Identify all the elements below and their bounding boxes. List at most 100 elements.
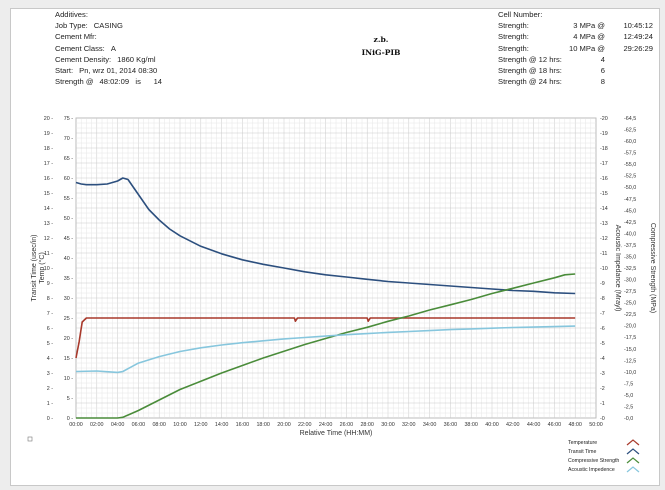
header-field-label: Start: [55, 65, 74, 75]
acoustic-impedance-tick-label: -27,5 [624, 289, 636, 295]
report-title-block: z.b. INiG-PIB [311, 33, 451, 59]
transit-time-tick-label: 5 - [47, 341, 53, 347]
acoustic-impedance-tick-label: -50,0 [624, 185, 636, 191]
header-right-row: Strength @ 18 hrs: 6 [498, 65, 653, 76]
x-tick-label: 38:00 [464, 422, 478, 428]
transit-time-axis-title: Transit Time (usec/in) [31, 234, 38, 301]
transit-time-tick-label: 4 - [47, 356, 53, 362]
header-field-value: Pn, wrz 01, 2014 08:30 [79, 65, 158, 75]
header-field-label: Strength: [498, 21, 529, 31]
x-tick-label: 28:00 [360, 422, 374, 428]
header-field-value: A [110, 43, 116, 53]
header-field-value: 10 MPa @ [569, 43, 605, 53]
compressive-strength-tick-label: -14 [600, 206, 608, 212]
acoustic-impedance-tick-label: -42,5 [624, 220, 636, 226]
x-tick-label: 36:00 [444, 422, 458, 428]
acoustic-impedance-tick-label: -55,0 [624, 162, 636, 168]
acoustic-impedance-tick-label: -15,0 [624, 347, 636, 353]
x-tick-label: 14:00 [215, 422, 229, 428]
header-right-row: Strength: 4 MPa @ 12:49:24 [498, 31, 653, 42]
temp-tick-label: 70 - [64, 136, 73, 142]
compressive-strength-tick-label: -10 [600, 266, 608, 272]
x-tick-label: 18:00 [256, 422, 270, 428]
transit-time-tick-label: 3 - [47, 371, 53, 377]
header-field-label: Job Type: [55, 21, 88, 31]
header-left-row: Job Type: CASING [55, 20, 162, 31]
transit-time-tick-label: 7 - [47, 311, 53, 317]
acoustic-impedance-tick-label: -25,0 [624, 301, 636, 307]
transit-time-tick-label: 6 - [47, 326, 53, 332]
header-field-value: 8 [600, 77, 605, 87]
header-left-row: Cement Class: A [55, 43, 162, 54]
compressive-strength-tick-label: -15 [600, 191, 608, 197]
x-tick-label: 50:00 [589, 422, 603, 428]
legend-label: Temperature [568, 440, 597, 446]
x-axis-title: Relative Time (HH:MM) [300, 430, 373, 437]
compressive-strength-tick-label: -7 [600, 311, 605, 317]
acoustic-impedance-tick-label: -22,5 [624, 312, 636, 318]
acoustic-impedance-tick-label: -10,0 [624, 370, 636, 376]
transit-time-tick-label: 11 - [44, 251, 53, 257]
x-tick-label: 08:00 [152, 422, 166, 428]
compressive-strength-tick-label: -4 [600, 356, 605, 362]
acoustic-impedance-axis-title: Acoustic Impedance (Mrayl) [614, 225, 621, 312]
x-tick-label: 44:00 [527, 422, 541, 428]
legend-swatch [626, 448, 640, 455]
compressive-strength-tick-label: -18 [600, 146, 608, 152]
header-field-value: CASING [93, 21, 123, 31]
compressive-strength-tick-label: -20 [600, 116, 608, 122]
header-right-row: Strength @ 12 hrs: 4 [498, 54, 653, 65]
x-tick-label: 06:00 [132, 422, 146, 428]
temp-tick-label: 30 - [64, 296, 73, 302]
temp-tick-label: 60 - [64, 176, 73, 182]
header-field-time: 29:26:29 [623, 43, 653, 53]
x-tick-label: 10:00 [173, 422, 187, 428]
header-field-value: 3 MPa @ [573, 21, 605, 31]
corner-checkbox [27, 436, 33, 442]
acoustic-impedance-tick-label: -47,5 [624, 197, 636, 203]
temperature-line [75, 317, 576, 359]
transit-time-tick-label: 8 - [47, 296, 53, 302]
transit-time-tick-label: 20 - [44, 116, 53, 122]
temp-tick-label: 20 - [64, 336, 73, 342]
header-left-row: Cement Mfr: [55, 31, 162, 42]
temp-tick-label: 75 - [64, 116, 73, 122]
transit-time-tick-label: 16 - [44, 176, 53, 182]
temp-tick-label: 15 - [64, 356, 73, 362]
temp-tick-label: 25 - [64, 316, 73, 322]
compressive-strength-tick-label: -12 [600, 236, 608, 242]
header-field-time: 10:45:12 [623, 21, 653, 31]
compressive-strength-axis-title: Compressive Strength (MPa) [649, 223, 656, 313]
temp-tick-label: 45 - [64, 236, 73, 242]
acoustic-impedance-tick-label: -2,5 [624, 404, 633, 410]
x-tick-label: 02:00 [90, 422, 104, 428]
acoustic-impedance-tick-label: -37,5 [624, 243, 636, 249]
compressive-strength-tick-label: -16 [600, 176, 608, 182]
acoustic-impedance-tick-label: -0,0 [624, 416, 633, 422]
header-field-label: Strength @ 12 hrs: [498, 54, 562, 64]
acoustic-impedance-tick-label: -20,0 [624, 324, 636, 330]
legend-swatch [626, 466, 640, 473]
x-tick-label: 24:00 [319, 422, 333, 428]
x-tick-label: 34:00 [423, 422, 437, 428]
compressive-strength-tick-label: -11 [600, 251, 607, 257]
transit-time-tick-label: 18 - [44, 146, 53, 152]
x-tick-label: 20:00 [277, 422, 291, 428]
header-right-row: Strength: 10 MPa @ 29:26:29 [498, 43, 653, 54]
header-field-label: Strength @ [55, 77, 94, 87]
acoustic-impedance-tick-label: -45,0 [624, 208, 636, 214]
acoustic-impedance-tick-label: -52,5 [624, 174, 636, 180]
x-tick-label: 40:00 [485, 422, 499, 428]
temp-axis-title: Temp (°C) [38, 252, 46, 284]
x-tick-label: 48:00 [568, 422, 582, 428]
transit-time-tick-label: 2 - [47, 386, 53, 392]
compressive-strength-tick-label: -2 [600, 386, 605, 392]
x-tick-label: 30:00 [381, 422, 395, 428]
temp-tick-label: 50 - [64, 216, 73, 222]
acoustic-impedance-tick-label: -35,0 [624, 254, 636, 260]
compressive-strength-tick-label: -13 [600, 221, 608, 227]
x-tick-label: 32:00 [402, 422, 416, 428]
transit-time-tick-label: 19 - [44, 131, 53, 137]
header-field-label: Cement Density: [55, 54, 112, 64]
compressive-strength-line [76, 273, 576, 419]
